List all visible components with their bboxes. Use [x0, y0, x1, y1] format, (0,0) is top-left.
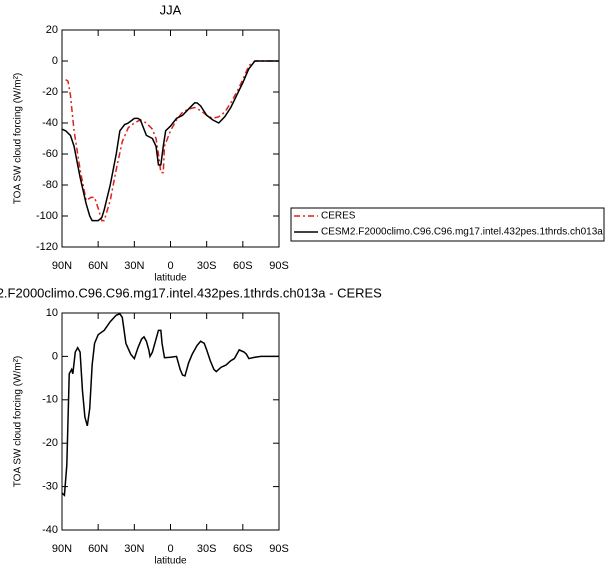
- y-tick-label: -100: [36, 210, 58, 222]
- x-tick-label: 60N: [88, 260, 108, 272]
- line-series: [65, 60, 279, 222]
- legend-box: [290, 207, 605, 242]
- y-tick-label: -20: [42, 86, 58, 98]
- x-axis-label: latitude: [154, 556, 187, 567]
- y-axis-label: TOA SW cloud forcing (W/m²): [13, 356, 24, 488]
- y-tick-label: -40: [42, 117, 58, 129]
- line-series: [61, 60, 279, 222]
- y-tick-label: -20: [42, 437, 58, 449]
- legend-label: CESM2.F2000climo.C96.C96.mg17.intel.432p…: [321, 227, 603, 238]
- x-tick-label: 60S: [233, 543, 253, 555]
- x-tick-label: 0: [167, 543, 173, 555]
- chart-title: JJA: [160, 2, 182, 17]
- y-tick-label: 0: [52, 55, 58, 67]
- x-tick-label: 90N: [52, 543, 72, 555]
- y-tick-label: -120: [36, 241, 58, 253]
- y-tick-label: -40: [42, 524, 58, 536]
- x-tick-label: 30S: [197, 543, 217, 555]
- x-axis-label: latitude: [154, 273, 187, 284]
- y-tick-label: 10: [46, 307, 58, 319]
- y-axis-label: TOA SW cloud forcing (W/m²): [13, 73, 24, 205]
- y-tick-label: 0: [52, 350, 58, 362]
- y-tick-label: 20: [46, 24, 58, 36]
- y-tick-label: -80: [42, 179, 58, 191]
- x-tick-label: 30N: [124, 543, 144, 555]
- x-tick-label: 90N: [52, 260, 72, 272]
- plot-frame: [61, 312, 280, 531]
- y-tick-label: -10: [42, 394, 58, 406]
- x-tick-label: 60N: [88, 543, 108, 555]
- x-tick-label: 90S: [269, 260, 289, 272]
- chart-title: CESM2.F2000climo.C96.C96.mg17.intel.432p…: [0, 285, 382, 300]
- legend-label: CERES: [321, 211, 356, 222]
- x-tick-label: 30S: [197, 260, 217, 272]
- x-tick-label: 30N: [124, 260, 144, 272]
- y-tick-label: -30: [42, 481, 58, 493]
- y-tick-label: -60: [42, 148, 58, 160]
- plot-frame: [61, 29, 280, 248]
- x-tick-label: 60S: [233, 260, 253, 272]
- x-tick-label: 90S: [269, 543, 289, 555]
- x-tick-label: 0: [167, 260, 173, 272]
- line-series: [61, 312, 279, 497]
